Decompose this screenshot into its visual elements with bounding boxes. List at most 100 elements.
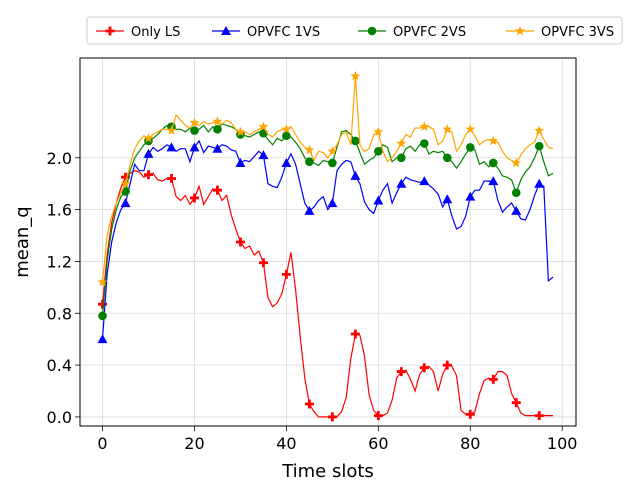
data-point — [304, 205, 315, 215]
data-point — [281, 124, 292, 134]
data-point — [120, 178, 131, 188]
data-point — [328, 158, 337, 168]
data-point — [511, 205, 522, 215]
data-point — [488, 158, 498, 168]
data-point — [396, 367, 406, 377]
data-point — [259, 128, 268, 138]
data-point — [97, 334, 108, 344]
data-point — [327, 146, 338, 156]
data-point — [488, 176, 499, 186]
data-point — [465, 143, 475, 152]
data-point — [419, 176, 430, 186]
data-point — [534, 125, 545, 135]
data-point — [258, 150, 269, 160]
x-tick-label: 100 — [547, 434, 578, 453]
data-point — [420, 139, 429, 148]
series-line — [101, 139, 554, 340]
data-point — [396, 138, 407, 148]
data-point — [327, 412, 337, 422]
data-point — [235, 126, 246, 137]
data-point — [121, 187, 130, 196]
legend-entry: OPVFC 2VS — [393, 25, 466, 40]
y-tick-label: 2.0 — [47, 149, 72, 168]
axis-ticks: 0 20 40 60 80 100 0.0 0.4 0.8 1.2 1.6 2.0 — [47, 149, 578, 453]
legend: Only LS OPVFC 1VS OPVFC 2VS OPVFC 3VS — [86, 16, 623, 45]
data-point — [396, 178, 407, 188]
legend-marker — [221, 26, 231, 35]
y-tick-label: 0.8 — [47, 304, 72, 323]
data-point — [442, 124, 453, 134]
x-tick-label: 40 — [276, 434, 296, 453]
data-point — [97, 277, 108, 287]
data-point — [488, 135, 499, 146]
x-tick-label: 60 — [368, 434, 388, 453]
x-tick-label: 80 — [460, 434, 480, 453]
data-point — [373, 411, 383, 421]
data-point — [235, 237, 245, 247]
legend-box — [86, 16, 623, 45]
data-point — [305, 157, 314, 166]
data-point — [534, 411, 544, 421]
data-point — [166, 125, 177, 135]
y-tick-label: 0.0 — [47, 408, 72, 427]
data-point — [442, 194, 453, 204]
data-point — [350, 329, 360, 339]
grid-lines — [80, 58, 576, 426]
data-point — [511, 157, 522, 168]
data-point — [465, 409, 475, 419]
data-point — [373, 195, 384, 205]
data-point — [189, 193, 199, 203]
data-point — [143, 170, 153, 180]
data-point — [419, 121, 430, 131]
series-line — [101, 170, 553, 418]
legend-marker — [105, 26, 115, 36]
data-point — [258, 121, 269, 131]
y-tick-label: 1.2 — [47, 252, 72, 271]
data-point — [166, 174, 176, 184]
data-point — [189, 117, 200, 127]
data-point — [166, 142, 177, 152]
data-point — [374, 146, 383, 156]
series-lines — [97, 70, 554, 422]
x-axis-label: Time slots — [281, 461, 374, 480]
data-point — [98, 311, 107, 321]
plot-frame — [79, 57, 577, 427]
data-point — [419, 363, 429, 373]
data-point — [350, 70, 361, 81]
data-point — [465, 124, 476, 134]
data-point — [442, 153, 452, 163]
data-point — [304, 399, 314, 409]
x-tick-label: 20 — [184, 434, 204, 453]
data-point — [488, 374, 498, 384]
data-point — [143, 148, 154, 158]
y-tick-label: 1.6 — [47, 201, 72, 220]
data-point — [304, 144, 315, 155]
data-point — [189, 142, 200, 152]
x-tick-label: 0 — [97, 434, 107, 453]
data-point — [120, 198, 131, 208]
legend-marker — [367, 26, 377, 36]
data-point — [143, 133, 154, 143]
legend-entry: OPVFC 1VS — [247, 25, 320, 40]
data-point — [373, 126, 384, 137]
data-point — [212, 116, 223, 126]
data-point — [258, 258, 268, 268]
legend-entry: OPVFC 3VS — [541, 25, 614, 40]
data-point — [465, 191, 476, 201]
data-point — [534, 141, 544, 151]
data-point — [442, 360, 452, 370]
data-point — [213, 124, 222, 134]
y-axis-label: mean_q — [12, 206, 33, 277]
series-line — [101, 123, 554, 316]
legend-entry: Only LS — [131, 25, 180, 40]
data-point — [397, 153, 406, 163]
data-point — [351, 136, 360, 146]
data-point — [511, 398, 521, 408]
series-line — [101, 76, 554, 283]
data-point — [281, 269, 291, 279]
data-point — [212, 143, 223, 153]
data-point — [327, 198, 338, 208]
data-point — [235, 157, 246, 167]
legend-marker — [515, 25, 525, 36]
